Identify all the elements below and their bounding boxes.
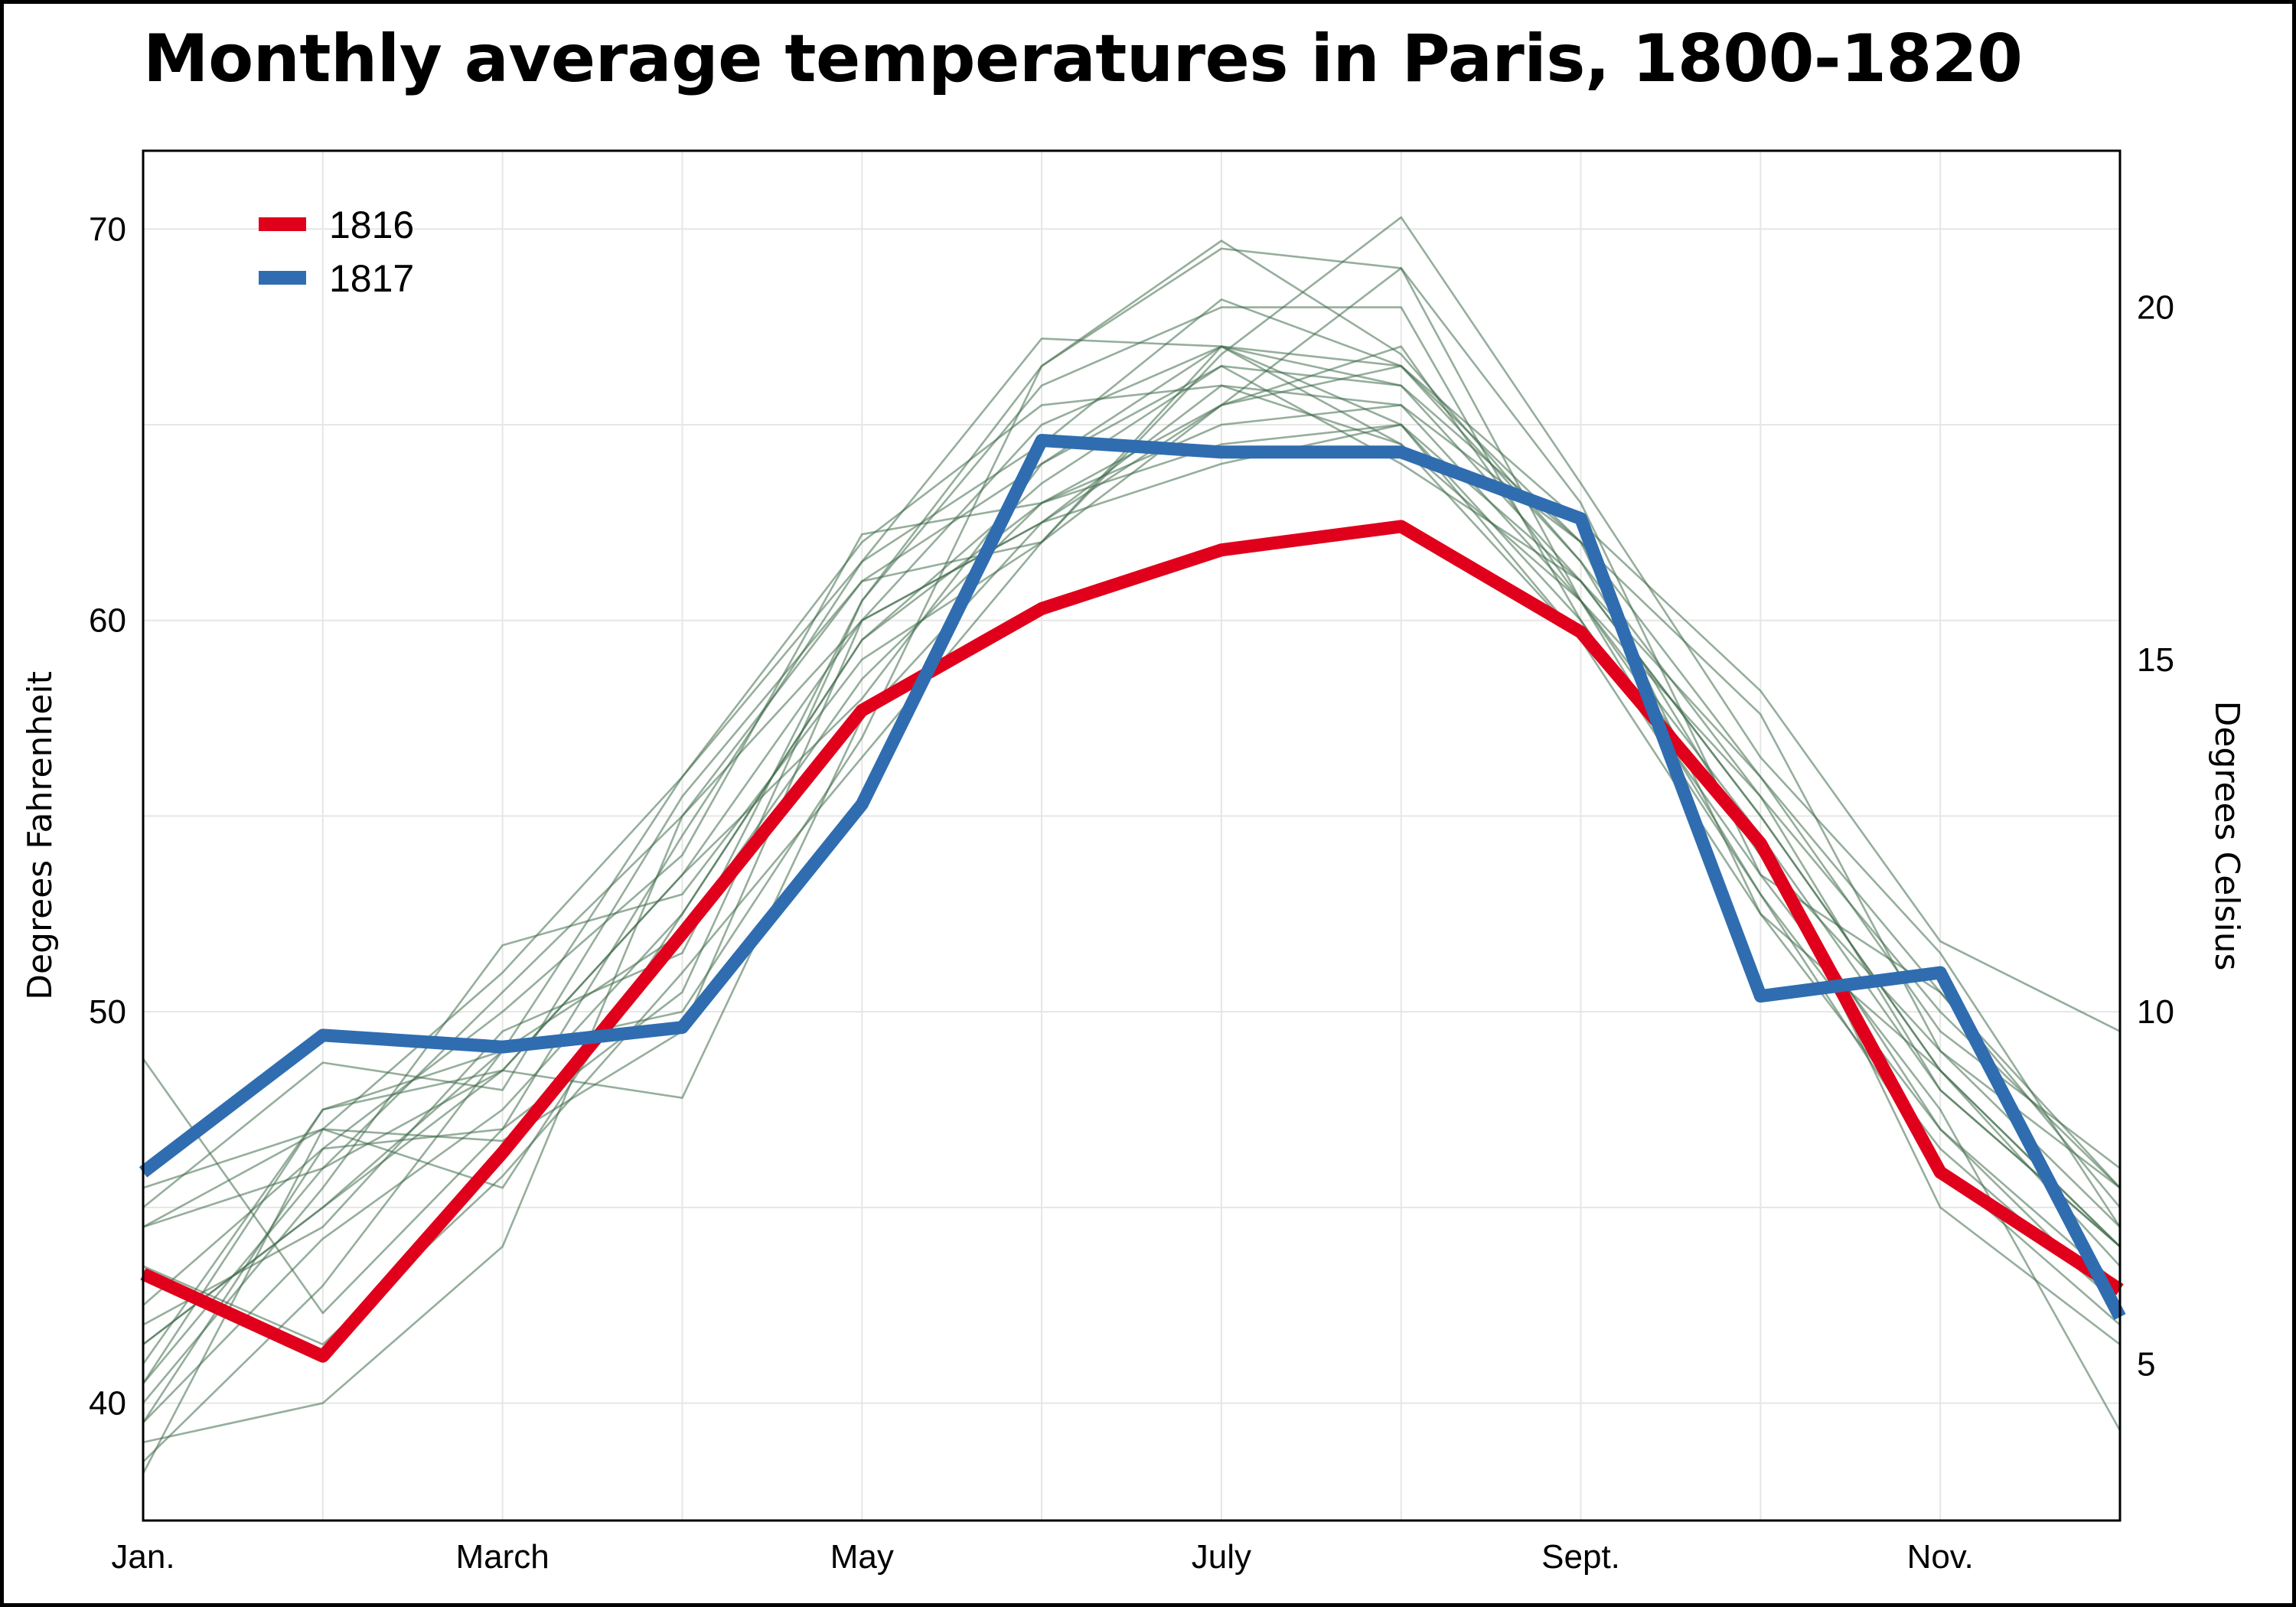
x-tick-label: May	[830, 1538, 894, 1576]
y-tick-label: 60	[89, 602, 126, 640]
y2-tick-label: 15	[2137, 641, 2174, 679]
series-line-1816	[140, 520, 2124, 1363]
y-axis-ticks: 40 50 60 70	[89, 210, 126, 1422]
y2-axis-ticks: 5 10 15 20	[2137, 289, 2174, 1384]
plot-area-border	[142, 149, 2122, 1522]
background-year-line	[142, 345, 2121, 1228]
y-tick-label: 70	[89, 210, 126, 248]
legend: 1816 1817	[259, 204, 414, 300]
chart-title: Monthly average temperatures in Paris, 1…	[143, 21, 2023, 97]
background-year-line	[142, 240, 2121, 1315]
background-year-line	[142, 247, 2122, 1432]
background-year-line	[142, 364, 2121, 1424]
x-axis-ticks: Jan. March May July Sept. Nov.	[111, 1538, 1973, 1576]
y2-tick-label: 10	[2137, 993, 2174, 1031]
background-year-lines	[142, 216, 2122, 1475]
x-tick-label: Sept.	[1541, 1538, 1620, 1576]
y-axis-title: Degrees Fahrenheit	[21, 671, 60, 1000]
background-year-line	[142, 384, 2121, 1365]
line-chart: Jan. March May July Sept. Nov. 40 50 60 70 5 10 15…	[21, 149, 2246, 1576]
x-tick-label: Jan.	[111, 1538, 174, 1576]
background-year-line	[142, 404, 2121, 1423]
highlighted-year-lines	[139, 433, 2126, 1363]
y2-axis-title: Degrees Celsius	[2207, 700, 2246, 970]
background-year-line	[142, 345, 2121, 1443]
series-line-1817	[139, 433, 2126, 1320]
background-year-line	[142, 423, 2121, 1189]
x-tick-label: March	[456, 1538, 550, 1576]
background-year-line	[142, 337, 2121, 1247]
legend-label: 1817	[329, 257, 414, 300]
background-year-line	[142, 345, 2121, 1475]
y-tick-label: 50	[89, 993, 126, 1031]
background-year-line	[142, 364, 2121, 1346]
gridlines	[142, 151, 2121, 1521]
background-year-line	[142, 267, 2121, 1463]
x-tick-label: Nov.	[1907, 1538, 1974, 1576]
y2-tick-label: 20	[2137, 289, 2174, 327]
legend-label: 1816	[329, 204, 414, 246]
x-tick-label: July	[1192, 1538, 1251, 1576]
y2-tick-label: 5	[2137, 1345, 2155, 1383]
y-tick-label: 40	[89, 1385, 126, 1423]
